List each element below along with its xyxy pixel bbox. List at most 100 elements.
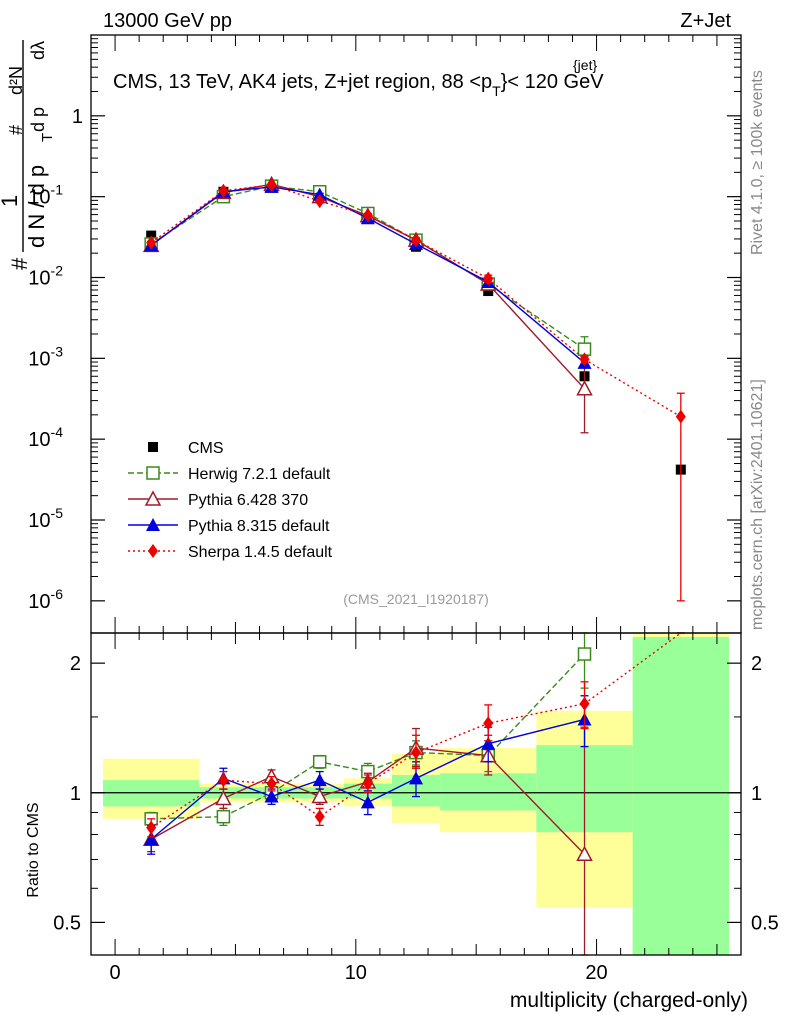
ratio-pythia6-point-3: [311, 787, 328, 804]
legend-marker-cms: [148, 442, 158, 452]
ylabel-numerator: d²N: [6, 66, 26, 95]
svg-text:CMS, 13 TeV, AK4 jets, Z+jet r: CMS, 13 TeV, AK4 jets, Z+jet region, 88 …: [113, 71, 604, 99]
main-sherpa-point-5: [411, 233, 421, 248]
ratio-ytick-label-2: 2: [70, 653, 81, 675]
ratio-herwig-point-1: [216, 809, 231, 824]
ylabel-denominator: d N / d p: [24, 165, 49, 248]
legend-label-sherpa: Sherpa 1.4.5 default: [188, 544, 333, 561]
legend-marker-herwig: [146, 466, 160, 480]
axes: 10-610-510-410-310-210-110 10 200.5 0.51 12 2: [28, 34, 779, 984]
legend-marker-pythia8: [146, 518, 160, 531]
xtick-label-10: 10: [345, 962, 367, 984]
main-sherpa-point-4: [362, 208, 373, 223]
main-ytick-label-0: 10-6: [28, 586, 63, 613]
ratio-sherpa: [146, 632, 685, 838]
legend-item-cms: CMS: [148, 440, 224, 457]
ratio-pythia8-point-6: [481, 736, 496, 750]
xtick-label-20: 20: [585, 962, 607, 984]
main-herwig: [144, 179, 592, 358]
ratio-sherpa-point-2: [266, 776, 277, 791]
ylabel-sub-t: T: [39, 133, 56, 142]
main-ytick-label-1: 10-5: [28, 505, 63, 532]
ratio-ylabel: Ratio to CMS: [25, 802, 42, 897]
title-superscript: {jet}: [573, 57, 597, 73]
rivet-label: Rivet 4.1.0, ≥ 100k events: [749, 70, 766, 255]
band-inner-8: [632, 637, 729, 955]
legend-label-pythia6: Pythia 6.428 370: [188, 492, 308, 509]
legend-marker-pythia6: [144, 490, 162, 506]
ylabel-one: 1: [0, 195, 22, 207]
main-sherpa-line: [150, 184, 682, 418]
header-left: 13000 GeV pp: [103, 10, 232, 32]
xlabel: multiplicity (charged-only): [510, 989, 748, 1012]
main-sherpa-point-6: [483, 271, 494, 286]
ratio-sherpa-point-5: [411, 745, 421, 760]
ratio-ytick-label-1: 1: [70, 783, 81, 805]
main-cms-point-0: [146, 230, 157, 241]
legend-item-pythia8: Pythia 8.315 default: [128, 518, 330, 535]
main-sherpa-point-3: [314, 194, 325, 209]
ratio-herwig-point-7: [577, 647, 592, 661]
legend-item-sherpa: Sherpa 1.4.5 default: [128, 544, 333, 561]
legend-item-pythia6: Pythia 6.428 370: [128, 490, 308, 509]
ratio-sherpa-point-4: [362, 776, 373, 791]
ratio-pythia6-line: [150, 747, 586, 855]
ratio-pythia8-line: [150, 718, 585, 840]
ratio-sherpa-point-6: [483, 716, 494, 731]
legend-label-cms: CMS: [188, 440, 224, 457]
ylabel-dlambda: dλ: [28, 41, 48, 60]
legend: CMS Herwig 7.2.1 default Pythia 6.428 370 P…: [128, 440, 333, 561]
ratio-ytick-label-r-1: 1: [751, 783, 762, 805]
main-pythia6-point-7: [576, 380, 593, 396]
ratio-sherpa-point-0: [146, 820, 157, 835]
legend-label-herwig: Herwig 7.2.1 default: [188, 466, 331, 483]
main-ytick-label-4: 10-2: [28, 262, 63, 289]
ratio-sherpa-point-1: [218, 773, 229, 788]
ratio-pythia8-point-3: [312, 773, 327, 787]
analysis-watermark: (CMS_2021_I1920187): [343, 591, 489, 607]
ylabel-hash2: #: [6, 125, 26, 135]
ratio-ytick-label-r-2: 2: [751, 653, 762, 675]
ratio-pythia6-point-1: [215, 789, 232, 806]
main-ytick-label-5: 10-1: [28, 182, 63, 209]
main-sherpa-point-2: [266, 177, 277, 192]
ratio-pythia6-point-7: [576, 845, 593, 861]
main-sherpa-point-8: [675, 409, 686, 424]
ratio-ytick-label-0.5: 0.5: [53, 912, 81, 934]
mcplots-label: mcplots.cern.ch [arXiv:2401.10621]: [749, 379, 766, 630]
main-cms: [146, 181, 686, 475]
xtick-label-0: 0: [110, 962, 121, 984]
ratio-pythia8-point-5: [409, 771, 423, 785]
ratio-panel-series: [142, 632, 685, 956]
ylabel-dpt: d p: [28, 107, 48, 132]
main-ytick-label-3: 10-3: [28, 343, 63, 370]
main-sherpa-point-0: [146, 235, 157, 250]
ylabel-hash: #: [7, 257, 32, 270]
main-cms-point-6: [483, 286, 494, 297]
ratio-pythia8-point-2: [264, 789, 279, 803]
main-pythia8-line: [150, 186, 585, 364]
main-sherpa-point-1: [218, 183, 229, 198]
main-ytick-label-2: 10-4: [28, 424, 63, 451]
ratio-frame: [90, 632, 742, 956]
band-inner-6: [440, 773, 537, 811]
ratio-pythia8-point-4: [360, 795, 375, 809]
ratio-herwig-point-3: [312, 755, 327, 769]
ratio-ytick-label-r-0.5: 0.5: [751, 912, 779, 934]
main-ytick-label-6: 1: [72, 106, 83, 128]
legend-label-pythia8: Pythia 8.315 default: [188, 518, 330, 535]
main-ylabel: # 1 d N / d p T # d²N d p dλ: [0, 40, 56, 270]
main-pythia8-point-3: [312, 187, 327, 201]
ratio-pythia8-point-0: [144, 832, 159, 846]
main-panel-series: [142, 175, 686, 602]
legend-item-herwig: Herwig 7.2.1 default: [128, 466, 331, 483]
main-sherpa-point-7: [579, 352, 590, 367]
ratio-herwig-line: [151, 653, 586, 820]
main-sherpa: [146, 177, 686, 602]
main-title: CMS, 13 TeV, AK4 jets, Z+jet region, 88 …: [113, 57, 604, 99]
ratio-sherpa-point-3: [314, 809, 325, 824]
header-right: Z+Jet: [680, 10, 731, 32]
legend-marker-sherpa: [148, 544, 158, 558]
ratio-sherpa-point-7: [579, 696, 590, 711]
